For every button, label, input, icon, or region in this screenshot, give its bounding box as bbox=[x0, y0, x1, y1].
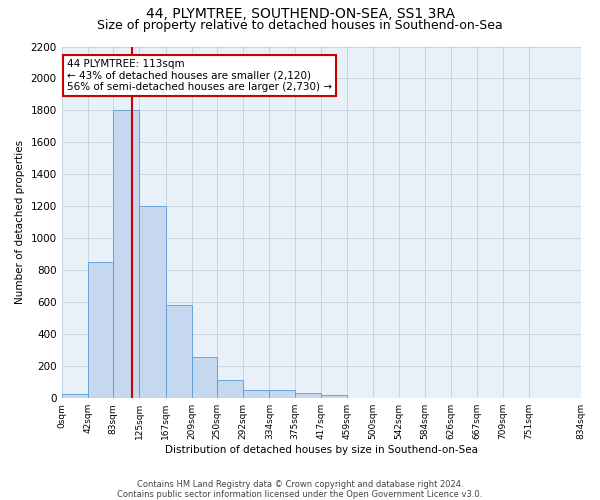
X-axis label: Distribution of detached houses by size in Southend-on-Sea: Distribution of detached houses by size … bbox=[164, 445, 478, 455]
Text: 44 PLYMTREE: 113sqm
← 43% of detached houses are smaller (2,120)
56% of semi-det: 44 PLYMTREE: 113sqm ← 43% of detached ho… bbox=[67, 59, 332, 92]
Bar bbox=[139, 206, 166, 398]
Bar bbox=[62, 394, 88, 398]
Bar bbox=[88, 262, 113, 398]
Bar bbox=[269, 390, 295, 398]
Y-axis label: Number of detached properties: Number of detached properties bbox=[15, 140, 25, 304]
Bar bbox=[166, 304, 191, 398]
Bar bbox=[295, 394, 321, 398]
Bar bbox=[321, 395, 347, 398]
Text: Size of property relative to detached houses in Southend-on-Sea: Size of property relative to detached ho… bbox=[97, 18, 503, 32]
Bar bbox=[217, 380, 244, 398]
Bar bbox=[244, 390, 269, 398]
Text: 44, PLYMTREE, SOUTHEND-ON-SEA, SS1 3RA: 44, PLYMTREE, SOUTHEND-ON-SEA, SS1 3RA bbox=[146, 8, 455, 22]
Text: Contains HM Land Registry data © Crown copyright and database right 2024.
Contai: Contains HM Land Registry data © Crown c… bbox=[118, 480, 482, 499]
Bar bbox=[191, 356, 217, 398]
Bar bbox=[113, 110, 139, 398]
